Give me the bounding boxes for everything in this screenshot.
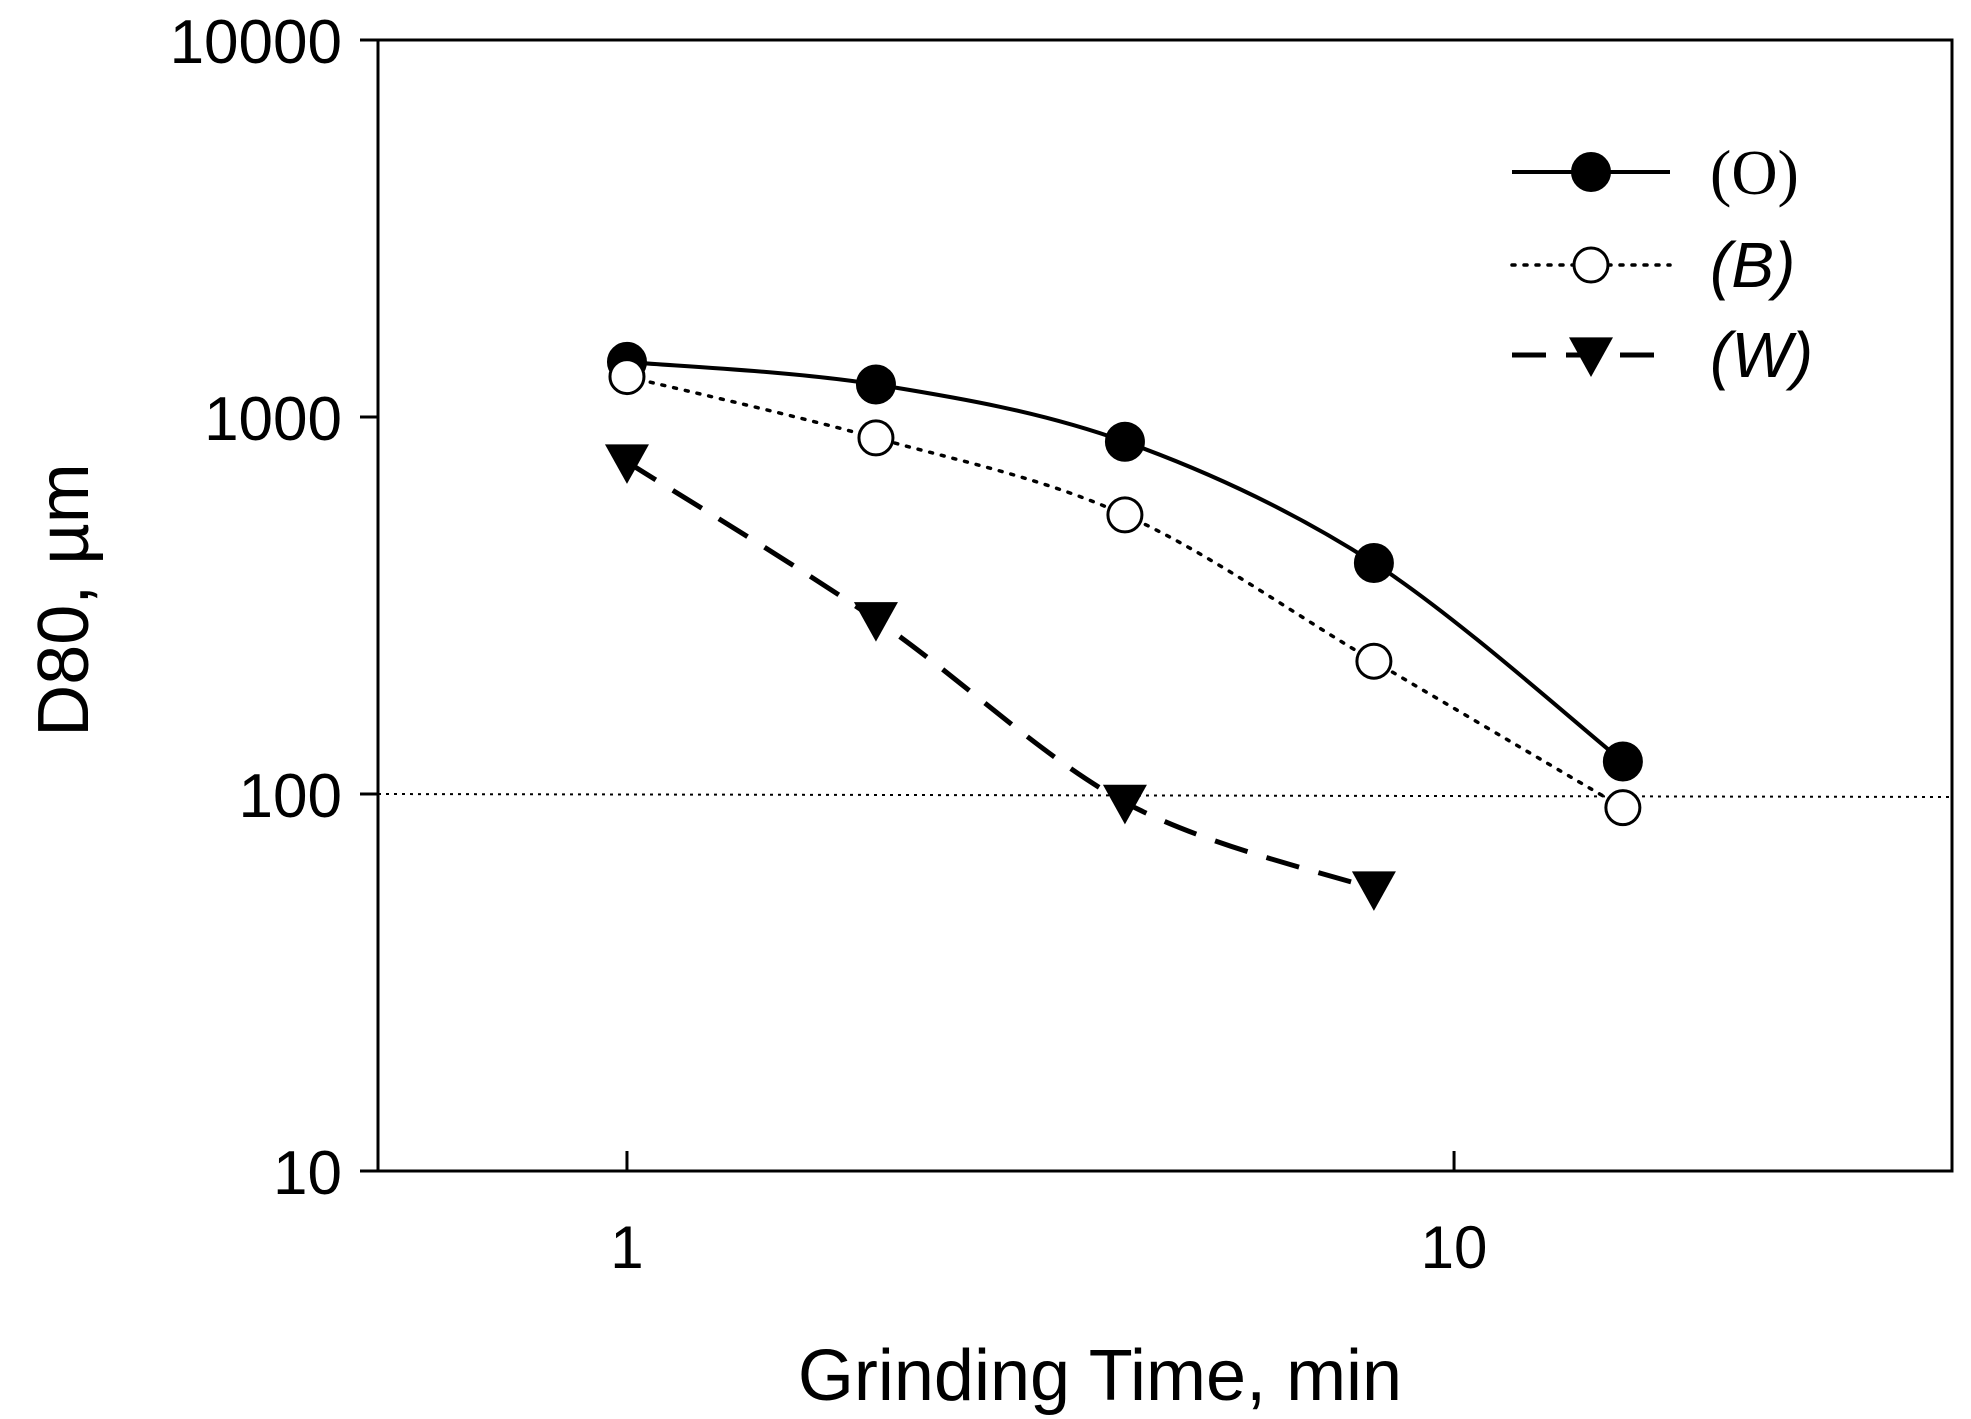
plot-frame [376,38,1954,1173]
data-point-w-4 [1102,784,1147,825]
y-tick-label-10000: 10000 [170,8,342,77]
legend-label-b: (B) [1710,229,1795,301]
data-point-w-1 [604,444,649,484]
x-tick-label-10: 10 [1421,1214,1488,1281]
legend-marker-b [1572,246,1610,284]
legend-label-w: (W) [1710,319,1813,391]
data-point-b-4 [1106,496,1144,534]
data-point-o-8 [1353,542,1394,583]
legend-marker-w [1569,337,1613,377]
data-point-b-16 [1604,789,1642,827]
data-point-b-1 [608,358,646,396]
legend: (O) (B) (W) [1510,137,1813,391]
data-point-o-2 [855,364,896,405]
data-point-w-8 [1351,871,1396,911]
data-point-b-8 [1355,642,1393,680]
data-point-o-16 [1602,741,1643,782]
legend-label-o: (O) [1710,137,1799,208]
legend-marker-o [1571,152,1611,192]
series-line-w [625,459,1375,892]
y-tick-label-100: 100 [239,762,342,831]
data-point-w-2 [853,602,898,642]
y-tick-label-10: 10 [273,1139,342,1208]
data-point-o-4 [1104,421,1145,462]
y-axis-label: D80, µm [24,463,104,737]
x-tick-label-1: 1 [610,1214,643,1281]
x-axis-label: Grinding Time, min [798,1336,1402,1416]
data-point-b-2 [857,419,895,457]
y-tick-label-1000: 1000 [204,385,342,454]
